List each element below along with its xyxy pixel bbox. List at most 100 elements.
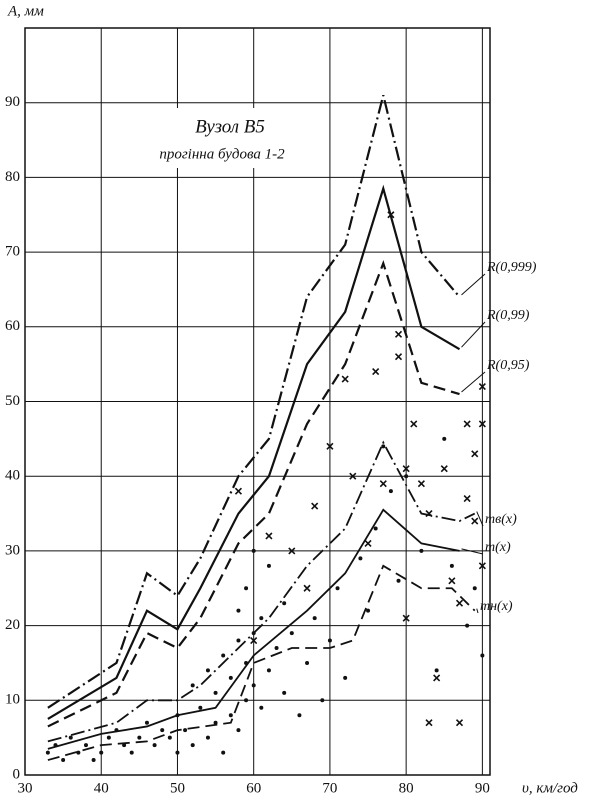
data-point [417, 480, 425, 488]
chart-subtitle: прогінна будова 1-2 [159, 146, 285, 162]
data-point [114, 728, 119, 733]
x-tick-label: 80 [399, 780, 414, 796]
y-tick-label: 20 [5, 617, 20, 633]
label-leader [461, 321, 486, 348]
series-label: R(0,95) [486, 358, 530, 373]
data-point [183, 728, 188, 733]
data-point [379, 480, 387, 488]
data-point [266, 668, 271, 673]
data-point [213, 720, 218, 725]
data-point [478, 382, 486, 391]
data-point [442, 436, 447, 441]
data-point [434, 668, 439, 673]
data-point [312, 616, 317, 621]
label-leader [461, 371, 486, 393]
data-point [433, 674, 441, 682]
data-point [396, 578, 401, 583]
data-point [228, 713, 233, 718]
series-label: R(0,99) [486, 308, 530, 323]
data-point [274, 646, 279, 651]
data-point [244, 698, 249, 703]
data-point [480, 653, 485, 658]
data-point [205, 668, 210, 673]
data-point [53, 743, 58, 748]
data-point [236, 728, 241, 733]
data-point [472, 586, 477, 591]
data-point [394, 330, 403, 338]
data-point [463, 420, 471, 428]
data-point [297, 713, 302, 718]
data-point [404, 474, 409, 479]
data-point [326, 442, 334, 450]
data-point [289, 631, 294, 636]
data-point [372, 368, 380, 376]
data-point [76, 750, 81, 755]
x-tick-label: 60 [246, 780, 261, 796]
data-point [198, 705, 203, 710]
data-point [251, 683, 256, 688]
data-point [175, 750, 180, 755]
data-point [288, 547, 296, 555]
series-label: R(0,999) [486, 260, 537, 275]
label-leader [476, 608, 479, 614]
y-tick-label: 90 [5, 94, 20, 110]
data-point [402, 465, 410, 473]
data-point [335, 586, 340, 591]
data-point [152, 743, 157, 748]
series-label: m(x) [485, 540, 511, 555]
y-tick-label: 10 [5, 692, 20, 708]
data-point [91, 758, 96, 763]
x-tick-label: 90 [475, 780, 490, 796]
y-tick-label: 40 [5, 468, 20, 484]
data-point [160, 728, 165, 733]
data-point [213, 690, 218, 695]
data-point [282, 690, 287, 695]
data-point [388, 489, 393, 494]
y-tick-label: 80 [5, 169, 20, 185]
data-point [251, 548, 256, 553]
y-tick-label: 30 [5, 542, 20, 558]
data-point [61, 758, 66, 763]
data-point [440, 465, 448, 473]
data-point [465, 623, 470, 628]
title-box [150, 108, 310, 168]
data-point [244, 586, 249, 591]
data-line [47, 94, 461, 709]
data-point [106, 735, 111, 740]
data-point [259, 705, 264, 710]
data-point [190, 683, 195, 688]
data-point [387, 211, 395, 219]
data-point [205, 735, 210, 740]
data-point [190, 743, 195, 748]
data-line [47, 564, 476, 761]
label-leader [476, 511, 484, 527]
y-tick-label: 70 [5, 244, 20, 260]
data-line [47, 508, 460, 750]
data-point [282, 601, 287, 606]
x-tick-label: 30 [18, 780, 33, 796]
data-point [341, 375, 349, 383]
data-point [236, 608, 241, 613]
x-axis-label: υ, км/год [522, 780, 578, 796]
data-point [68, 735, 73, 740]
data-point [366, 608, 371, 613]
data-point [455, 599, 464, 607]
chart-title: Вузол В5 [195, 116, 265, 137]
data-point [463, 495, 471, 503]
data-point [250, 636, 258, 645]
data-point [364, 539, 372, 547]
data-point [394, 353, 403, 361]
series-label: mв(x) [485, 512, 517, 527]
x-tick-label: 70 [322, 780, 337, 796]
data-point [425, 719, 433, 727]
data-point [349, 472, 357, 480]
data-point [45, 750, 50, 755]
data-point [311, 502, 319, 510]
data-point [410, 420, 418, 428]
y-tick-label: 0 [13, 766, 21, 782]
data-point [167, 735, 172, 740]
data-point [305, 660, 310, 665]
data-point [358, 556, 363, 561]
data-point [425, 509, 433, 518]
